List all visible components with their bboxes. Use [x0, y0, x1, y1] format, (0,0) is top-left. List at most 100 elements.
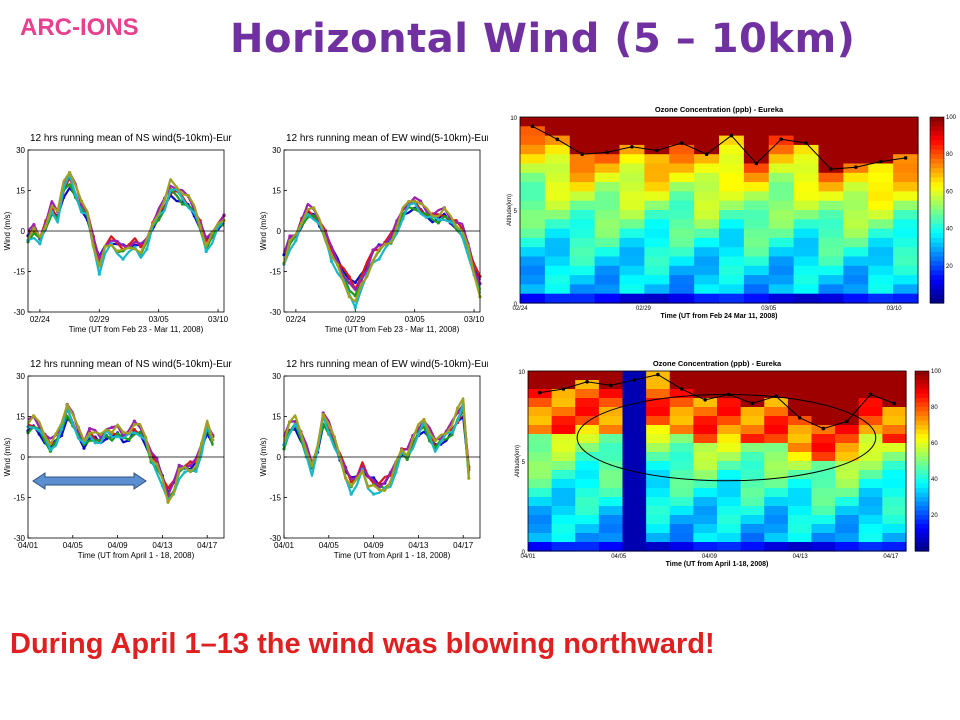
heatmap-cell [893, 275, 919, 285]
heatmap-cell [669, 228, 695, 239]
heatmap-cell [858, 542, 883, 552]
heatmap-cell [669, 488, 694, 498]
wind-point [344, 467, 348, 471]
heatmap-cell [787, 542, 813, 552]
heatmap-cell [882, 416, 907, 426]
heatmap-cell [693, 407, 718, 417]
wind-point [371, 259, 375, 263]
heatmap-cell [520, 172, 546, 183]
wind-point [115, 239, 119, 243]
heatmap-cell [835, 479, 860, 489]
heatmap-cell [669, 479, 694, 489]
heatmap-cell [669, 191, 695, 202]
wind-point [405, 457, 409, 461]
heatmap-cell [719, 154, 745, 165]
heatmap-cell [598, 470, 624, 480]
x-tick-label: 02/29 [636, 306, 652, 312]
wind-point [383, 242, 387, 247]
heatmap-cell [569, 265, 596, 276]
wind-point [347, 281, 351, 285]
heatmap-cell [569, 163, 596, 174]
heatmap-cell [646, 461, 671, 471]
heatmap-cell [764, 488, 789, 498]
heatmap-cell [669, 210, 695, 220]
colorbar-segment [915, 483, 929, 489]
heatmap-cell [743, 265, 770, 276]
ns-wind-apr-chart: 12 hrs running mean of NS wind(5-10km)-E… [3, 359, 232, 560]
x-tick-label: 04/17 [453, 541, 474, 550]
heatmap-cell [740, 497, 765, 507]
y-tick-label: 0 [277, 453, 282, 462]
colorbar-segment [915, 515, 929, 521]
heatmap-cell [646, 524, 671, 534]
heatmap-cell [843, 117, 869, 127]
y-tick-label: -30 [269, 534, 281, 543]
wind-point [183, 470, 187, 474]
colorbar-frame [914, 370, 930, 552]
heatmap-cell [719, 200, 745, 211]
heatmap-cell [717, 506, 742, 516]
wind-point [65, 403, 69, 407]
heatmap-cell [858, 452, 883, 462]
heatmap-cell [693, 542, 718, 552]
y-tick-label: 10 [510, 116, 517, 122]
heatmap-cell [787, 470, 813, 480]
heatmap-cell [693, 443, 718, 453]
heatmap-cell [768, 219, 795, 230]
heatmap-cell [544, 219, 571, 230]
colorbar-segment [930, 298, 944, 304]
colorbar-segment [915, 479, 929, 485]
heatmap-cell [818, 135, 844, 146]
tropopause-point [656, 372, 660, 377]
heatmap-cell [644, 219, 670, 230]
heatmap-cell [619, 228, 645, 239]
heatmap-cell [598, 542, 624, 552]
heatmap-cell [743, 247, 770, 258]
heatmap-cell [669, 219, 695, 230]
wind-point [448, 220, 452, 224]
wind-point [467, 476, 471, 480]
y-tick-label: -15 [269, 268, 281, 277]
x-tick-label: 02/24 [30, 315, 51, 324]
heatmap-cell [669, 506, 694, 516]
heatmap-cell [619, 275, 645, 285]
wind-point [104, 437, 108, 441]
heatmap-cell [843, 256, 869, 267]
heatmap-cell [575, 371, 600, 381]
colorbar-segment [915, 465, 929, 471]
heatmap-cell [551, 452, 576, 462]
colorbar-segment [915, 470, 929, 476]
tropopause-point [845, 419, 849, 424]
heatmap-cell [818, 126, 844, 137]
heatmap-cell [818, 219, 844, 230]
colorbar-segment [915, 542, 929, 548]
x-axis-label: Time (UT from April 1 - 18, 2008) [78, 551, 195, 560]
tropopause-point [630, 145, 634, 149]
heatmap-cell [598, 443, 624, 453]
wind-point [466, 244, 470, 248]
heatmap-cell [594, 275, 621, 285]
heatmap-cell [740, 524, 765, 534]
heatmap-cell [551, 542, 576, 552]
x-tick-label: 04/05 [611, 554, 627, 560]
heatmap-cell [787, 434, 813, 444]
colorbar-segment [915, 380, 929, 386]
heatmap-cell [598, 488, 624, 498]
chart-title: 12 hrs running mean of NS wind(5-10km)-E… [30, 133, 232, 144]
wind-point [436, 218, 440, 222]
colorbar-tick-label: 40 [931, 477, 938, 483]
heatmap-cell [575, 461, 600, 471]
heatmap-cell [717, 443, 742, 453]
heatmap-cell [835, 488, 860, 498]
heatmap-cell [569, 144, 596, 155]
heatmap-cell [811, 452, 836, 462]
heatmap-cell [868, 135, 894, 146]
heatmap-cell [646, 398, 671, 408]
heatmap-cell [811, 416, 836, 426]
heatmap-cell [764, 416, 789, 426]
heatmap-cell [622, 452, 647, 462]
wind-point [37, 428, 41, 432]
heatmap-cell [551, 524, 576, 534]
heatmap-cell [544, 163, 571, 174]
heatmap-cell [520, 237, 546, 248]
